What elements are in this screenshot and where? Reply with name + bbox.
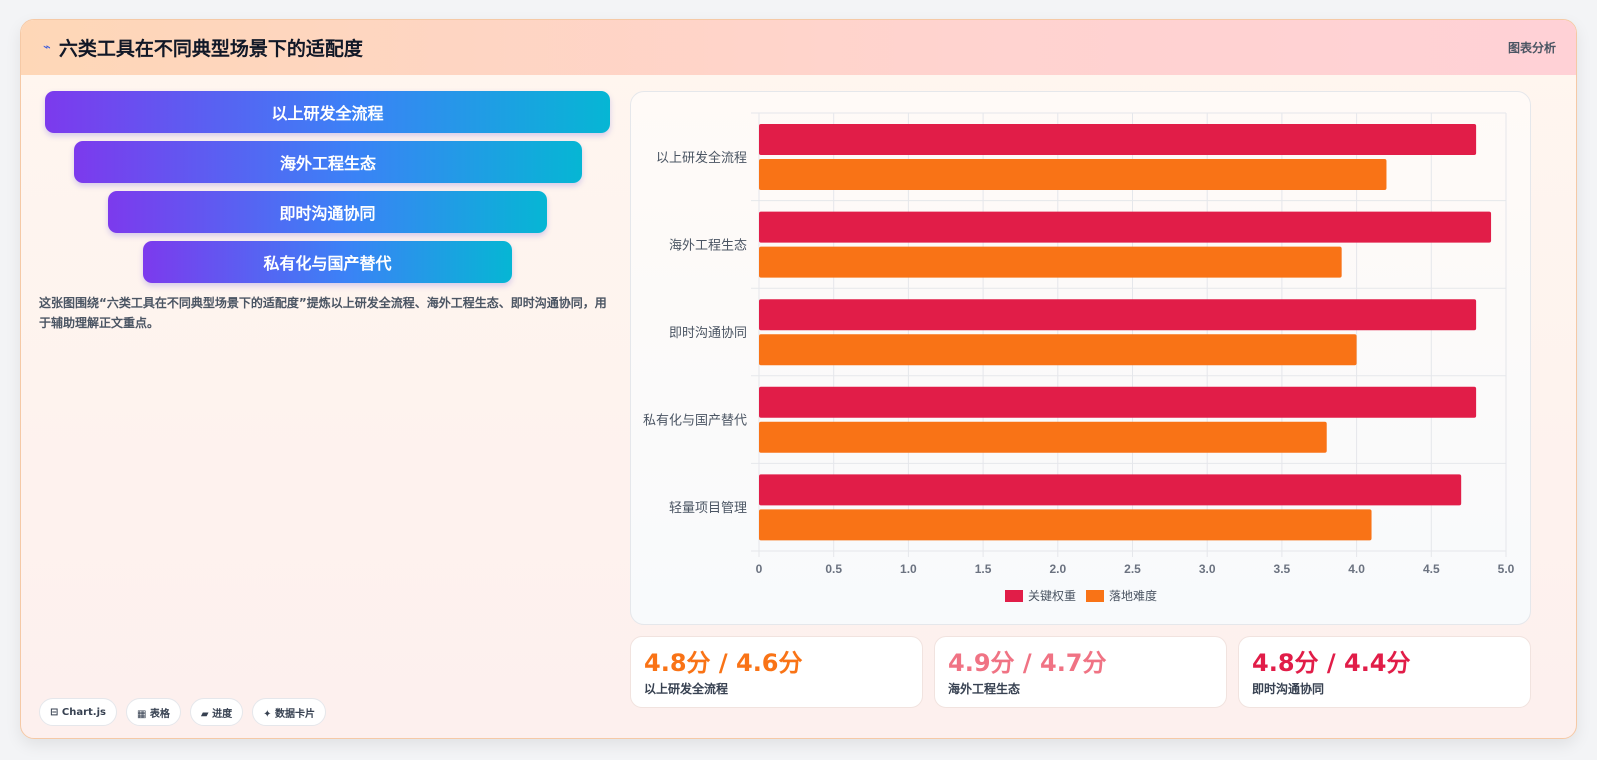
chart-panel: 0 0.5 1.0 1.5 2.0 2.5 3.0 3.5 4.0 4.5 5.0 以上研发全流程海外… [630,91,1531,625]
stat-value: 4.8分 / 4.6分 [644,649,803,677]
card-header: ⌁ 六类工具在不同典型场景下的适配度 图表分析 [21,20,1576,75]
funnel-item: 即时沟通协同 [108,191,547,233]
x-tick-label: 1.5 [975,562,992,576]
funnel-section: 以上研发全流程 海外工程生态 即时沟通协同 私有化与国产替代 这张图围绕“六类工… [39,91,619,731]
bar [759,211,1492,243]
y-tick-label: 以上研发全流程 [656,150,747,166]
bar [759,509,1372,541]
legend-swatch [1005,590,1023,602]
y-tick-label: 私有化与国产替代 [643,414,747,429]
bar [759,159,1387,190]
page-title: 六类工具在不同典型场景下的适配度 [58,38,363,60]
stat-card: 4.9分 / 4.7分 海外工程生态 [934,636,1227,708]
y-tick-label: 轻量项目管理 [669,501,747,516]
bar [759,334,1357,366]
chart-card: ⌁ 六类工具在不同典型场景下的适配度 图表分析 以上研发全流程 海外工程生态 即… [20,19,1577,739]
legend-label: 落地难度 [1109,588,1157,603]
legend-swatch [1086,590,1104,602]
x-tick-label: 1.0 [900,562,917,576]
data-card-chip[interactable]: ✦ 数据卡片 [252,698,326,726]
bar-chart: 0 0.5 1.0 1.5 2.0 2.5 3.0 3.5 4.0 4.5 5.0 以上研发全流程海外… [643,112,1515,603]
spark-icon: ⌁ [43,40,51,55]
bar [759,474,1462,506]
chart-analysis-link[interactable]: 图表分析 [1507,41,1556,55]
stat-label: 海外工程生态 [948,682,1021,696]
x-tick-label: 0.5 [825,562,842,576]
chartjs-chip[interactable]: ⊟ Chart.js [39,698,117,726]
description-text: 这张图围绕“六类工具在不同典型场景下的适配度”提炼以上研发全流程、海外工程生态、… [39,296,607,330]
x-tick-label: 3.5 [1274,562,1291,576]
stat-label: 即时沟通协同 [1252,682,1325,696]
stat-value: 4.9分 / 4.7分 [948,649,1107,677]
y-tick-label: 海外工程生态 [669,238,747,253]
stat-card: 4.8分 / 4.6分 以上研发全流程 [630,636,923,708]
bar [759,124,1477,155]
stat-label: 以上研发全流程 [644,682,729,696]
legend-label: 关键权重 [1028,589,1076,603]
chip-row: ⊟ Chart.js ▦ 表格 ▰ 进度 ✦ 数据卡片 [39,698,326,726]
bar [759,421,1327,453]
stat-value: 4.8分 / 4.4分 [1252,649,1411,677]
progress-chip[interactable]: ▰ 进度 [189,698,244,726]
bar [759,299,1477,331]
y-tick-label: 即时沟通协同 [669,326,747,341]
bar [759,246,1342,278]
x-tick-label: 3.0 [1199,562,1216,576]
funnel-item: 私有化与国产替代 [143,241,512,283]
x-tick-label: 5.0 [1498,562,1515,576]
funnel-item: 以上研发全流程 [45,91,610,133]
x-tick-label: 4.0 [1348,562,1365,576]
x-tick-label: 0 [756,562,763,576]
table-chip[interactable]: ▦ 表格 [125,698,181,726]
stat-card: 4.8分 / 4.4分 即时沟通协同 [1238,636,1531,708]
bar [759,386,1477,418]
x-tick-label: 2.0 [1049,562,1066,576]
funnel-item: 海外工程生态 [74,141,582,183]
x-tick-label: 4.5 [1423,562,1440,576]
x-tick-label: 2.5 [1124,562,1141,576]
